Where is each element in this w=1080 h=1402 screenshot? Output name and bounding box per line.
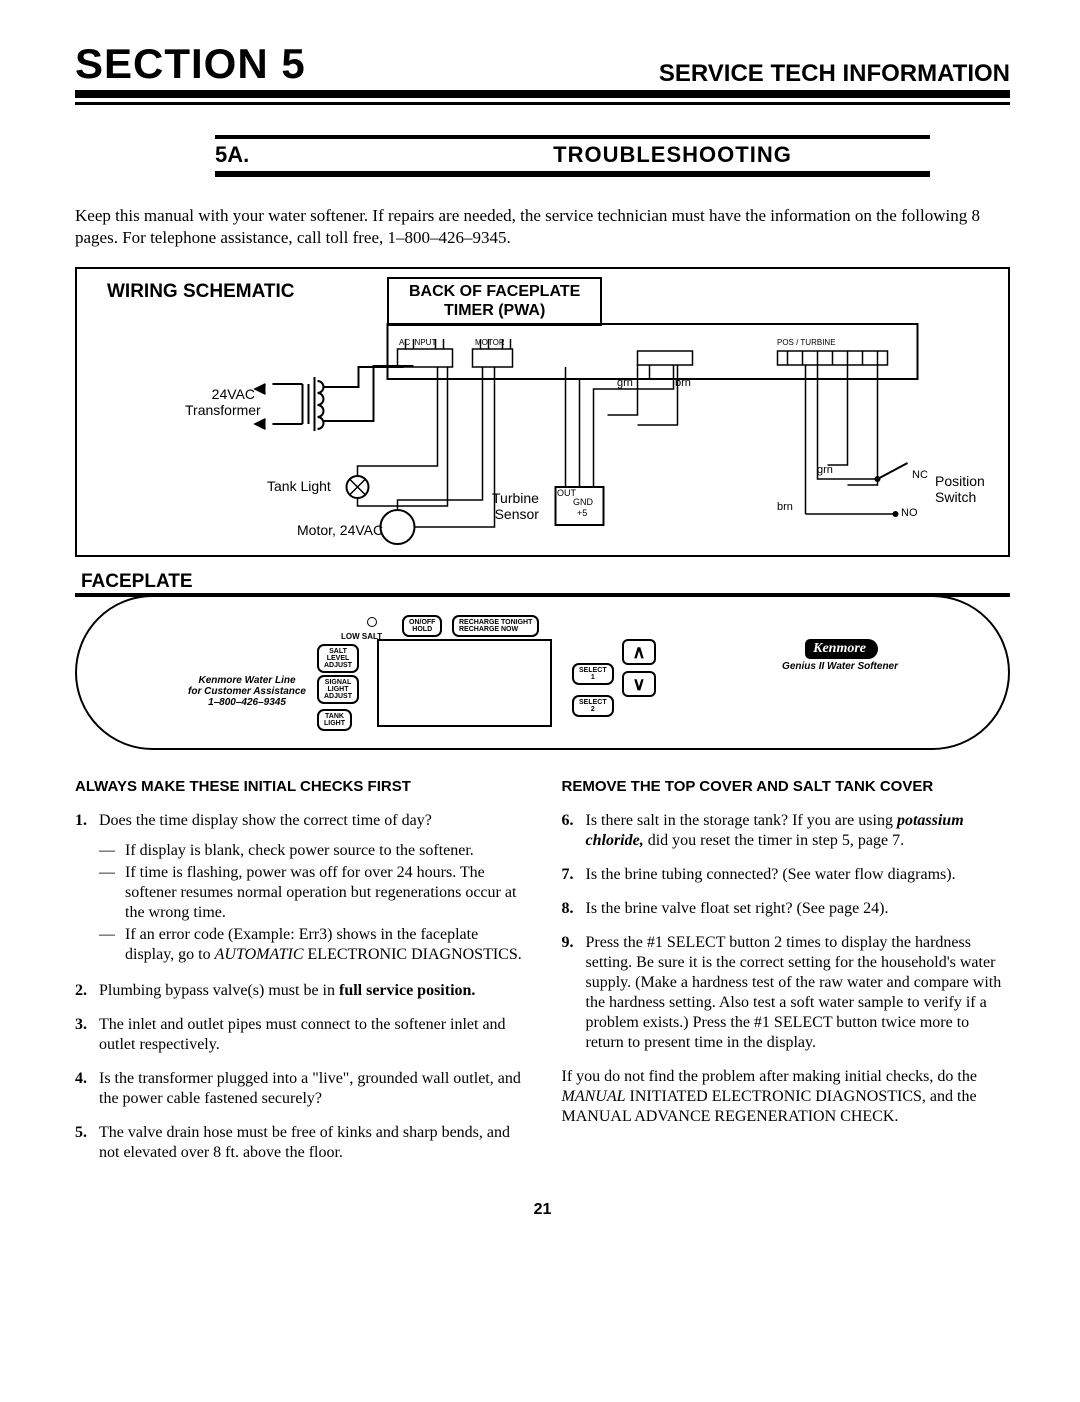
check-5: 5. The valve drain hose must be free of …	[75, 1123, 524, 1163]
faceplate-section: FACEPLATE LOW SALT SALTLEVELADJUST SIGNA…	[75, 571, 1010, 750]
signal-light-button[interactable]: SIGNALLIGHTADJUST	[317, 675, 359, 704]
tank-light-button[interactable]: TANKLIGHT	[317, 709, 352, 731]
faceplate-diagram: LOW SALT SALTLEVELADJUST SIGNALLIGHTADJU…	[75, 595, 1010, 750]
brand-badge: Kenmore	[805, 639, 878, 659]
acinput-label: AC INPUT	[399, 339, 436, 348]
intro-paragraph: Keep this manual with your water softene…	[75, 205, 1010, 249]
right-heading: REMOVE THE TOP COVER AND SALT TANK COVER	[562, 778, 1011, 797]
check-1-sublist: ––If display is blank, check power sourc…	[99, 841, 524, 965]
page-number: 21	[75, 1201, 1010, 1219]
indicator-led-icon	[367, 617, 377, 627]
grn1-label: grn	[617, 377, 633, 389]
nc-label: NC	[912, 469, 928, 481]
motor-label: Motor, 24VAC	[297, 523, 383, 538]
subsection-header-wrap: 5A. TROUBLESHOOTING	[215, 135, 930, 177]
check-7: 7. Is the brine tubing connected? (See w…	[562, 865, 1011, 885]
low-salt-label: LOW SALT	[341, 633, 382, 642]
faceplate-title: FACEPLATE	[75, 571, 1010, 597]
left-list: 1. Does the time display show the correc…	[75, 811, 524, 1163]
left-heading: ALWAYS MAKE THESE INITIAL CHECKS FIRST	[75, 778, 524, 797]
page-header: SECTION 5 SERVICE TECH INFORMATION	[75, 40, 1010, 98]
header-rule	[75, 102, 1010, 105]
brn2-label: brn	[777, 501, 793, 513]
checks-columns: ALWAYS MAKE THESE INITIAL CHECKS FIRST 1…	[75, 778, 1010, 1177]
right-list: 6. Is there salt in the storage tank? If…	[562, 811, 1011, 1053]
check-9: 9. Press the #1 SELECT button 2 times to…	[562, 933, 1011, 1053]
check-6: 6. Is there salt in the storage tank? If…	[562, 811, 1011, 851]
tank-light-label: Tank Light	[267, 479, 331, 494]
recharge-button[interactable]: RECHARGE TONIGHTRECHARGE NOW	[452, 615, 539, 637]
check-1: 1. Does the time display show the correc…	[75, 811, 524, 967]
check-4: 4. Is the transformer plugged into a "li…	[75, 1069, 524, 1109]
plus5-label: +5	[577, 509, 587, 519]
motorpin-label: MOTOR	[475, 339, 505, 348]
service-title: SERVICE TECH INFORMATION	[659, 60, 1010, 88]
check-8: 8. Is the brine valve float set right? (…	[562, 899, 1011, 919]
pos-label: POS / TURBINE	[777, 339, 836, 348]
closing-paragraph: If you do not find the problem after mak…	[562, 1067, 1011, 1127]
subsection-title: TROUBLESHOOTING	[415, 142, 930, 168]
onoff-button[interactable]: ON/OFFHOLD	[402, 615, 442, 637]
wiring-schematic: WIRING SCHEMATIC BACK OF FACEPLATE TIMER…	[75, 267, 1010, 557]
brand-subtitle: Genius II Water Softener	[782, 661, 898, 672]
no-label: NO	[901, 507, 918, 519]
select1-button[interactable]: SELECT1	[572, 663, 614, 685]
select2-button[interactable]: SELECT2	[572, 695, 614, 717]
assistance-text: Kenmore Water Line for Customer Assistan…	[182, 675, 312, 708]
check-3: 3. The inlet and outlet pipes must conne…	[75, 1015, 524, 1055]
check-2: 2. Plumbing bypass valve(s) must be in f…	[75, 981, 524, 1001]
transformer-label: 24VAC Transformer	[185, 387, 255, 418]
down-button[interactable]: ∨	[622, 671, 656, 697]
left-column: ALWAYS MAKE THESE INITIAL CHECKS FIRST 1…	[75, 778, 524, 1177]
salt-level-button[interactable]: SALTLEVELADJUST	[317, 644, 359, 673]
grn2-label: grn	[817, 464, 833, 476]
position-label: Position Switch	[935, 474, 985, 505]
turbine-label: Turbine Sensor	[492, 491, 539, 522]
subsection-header: 5A. TROUBLESHOOTING	[215, 135, 930, 177]
lcd-display	[377, 639, 552, 727]
brn1-label: brn	[675, 377, 691, 389]
section-number: SECTION 5	[75, 40, 306, 88]
gnd-label: GND	[573, 498, 593, 508]
subsection-number: 5A.	[215, 142, 415, 168]
up-button[interactable]: ∧	[622, 639, 656, 665]
right-column: REMOVE THE TOP COVER AND SALT TANK COVER…	[562, 778, 1011, 1177]
